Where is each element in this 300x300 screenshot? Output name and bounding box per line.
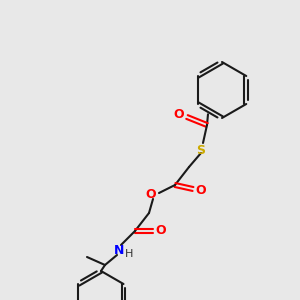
Text: S: S bbox=[196, 143, 206, 157]
Text: N: N bbox=[114, 244, 124, 257]
Text: O: O bbox=[146, 188, 156, 200]
Text: H: H bbox=[125, 249, 133, 259]
Text: O: O bbox=[156, 224, 166, 238]
Text: O: O bbox=[196, 184, 206, 196]
Text: O: O bbox=[174, 109, 184, 122]
